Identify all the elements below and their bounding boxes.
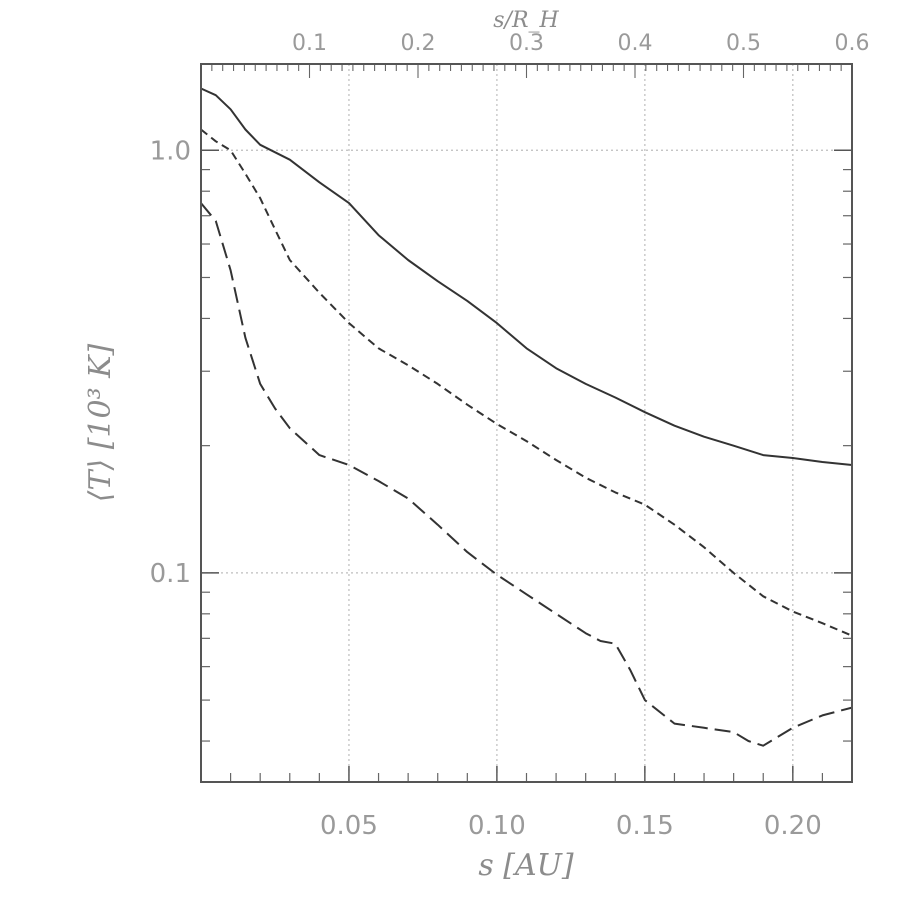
x-tick-label: 0.20 [764,811,822,841]
series-line-long-dashed [200,202,853,747]
x2-axis-label: s/R_H [493,8,559,33]
x2-tick-label: 0.1 [292,31,327,56]
grid-lines [201,64,852,782]
series-lines [200,87,853,747]
y-tick-label: 1.0 [150,136,191,166]
x-tick-label: 0.15 [616,811,674,841]
minor-tick-marks [201,64,852,782]
y-axis-label: ⟨T⟩ [10³ K] [83,343,118,502]
tick-labels: 0.05 0.10 0.15 0.20 1.0 0.1 0.1 0.2 0.3 0.4 0.5 0.6 [150,31,870,841]
series-line-dashed [200,128,853,637]
x-tick-label: 0.05 [320,811,378,841]
y-tick-label: 0.1 [150,559,191,589]
x2-tick-label: 0.6 [835,31,870,56]
x2-tick-label: 0.4 [618,31,653,56]
plot-frame [200,63,853,783]
x-tick-label: 0.10 [468,811,526,841]
x2-tick-label: 0.3 [509,31,544,56]
x2-tick-label: 0.5 [726,31,761,56]
series-line-solid [200,87,853,466]
x-axis-label: s [AU] [478,848,574,883]
x2-tick-label: 0.2 [401,31,436,56]
